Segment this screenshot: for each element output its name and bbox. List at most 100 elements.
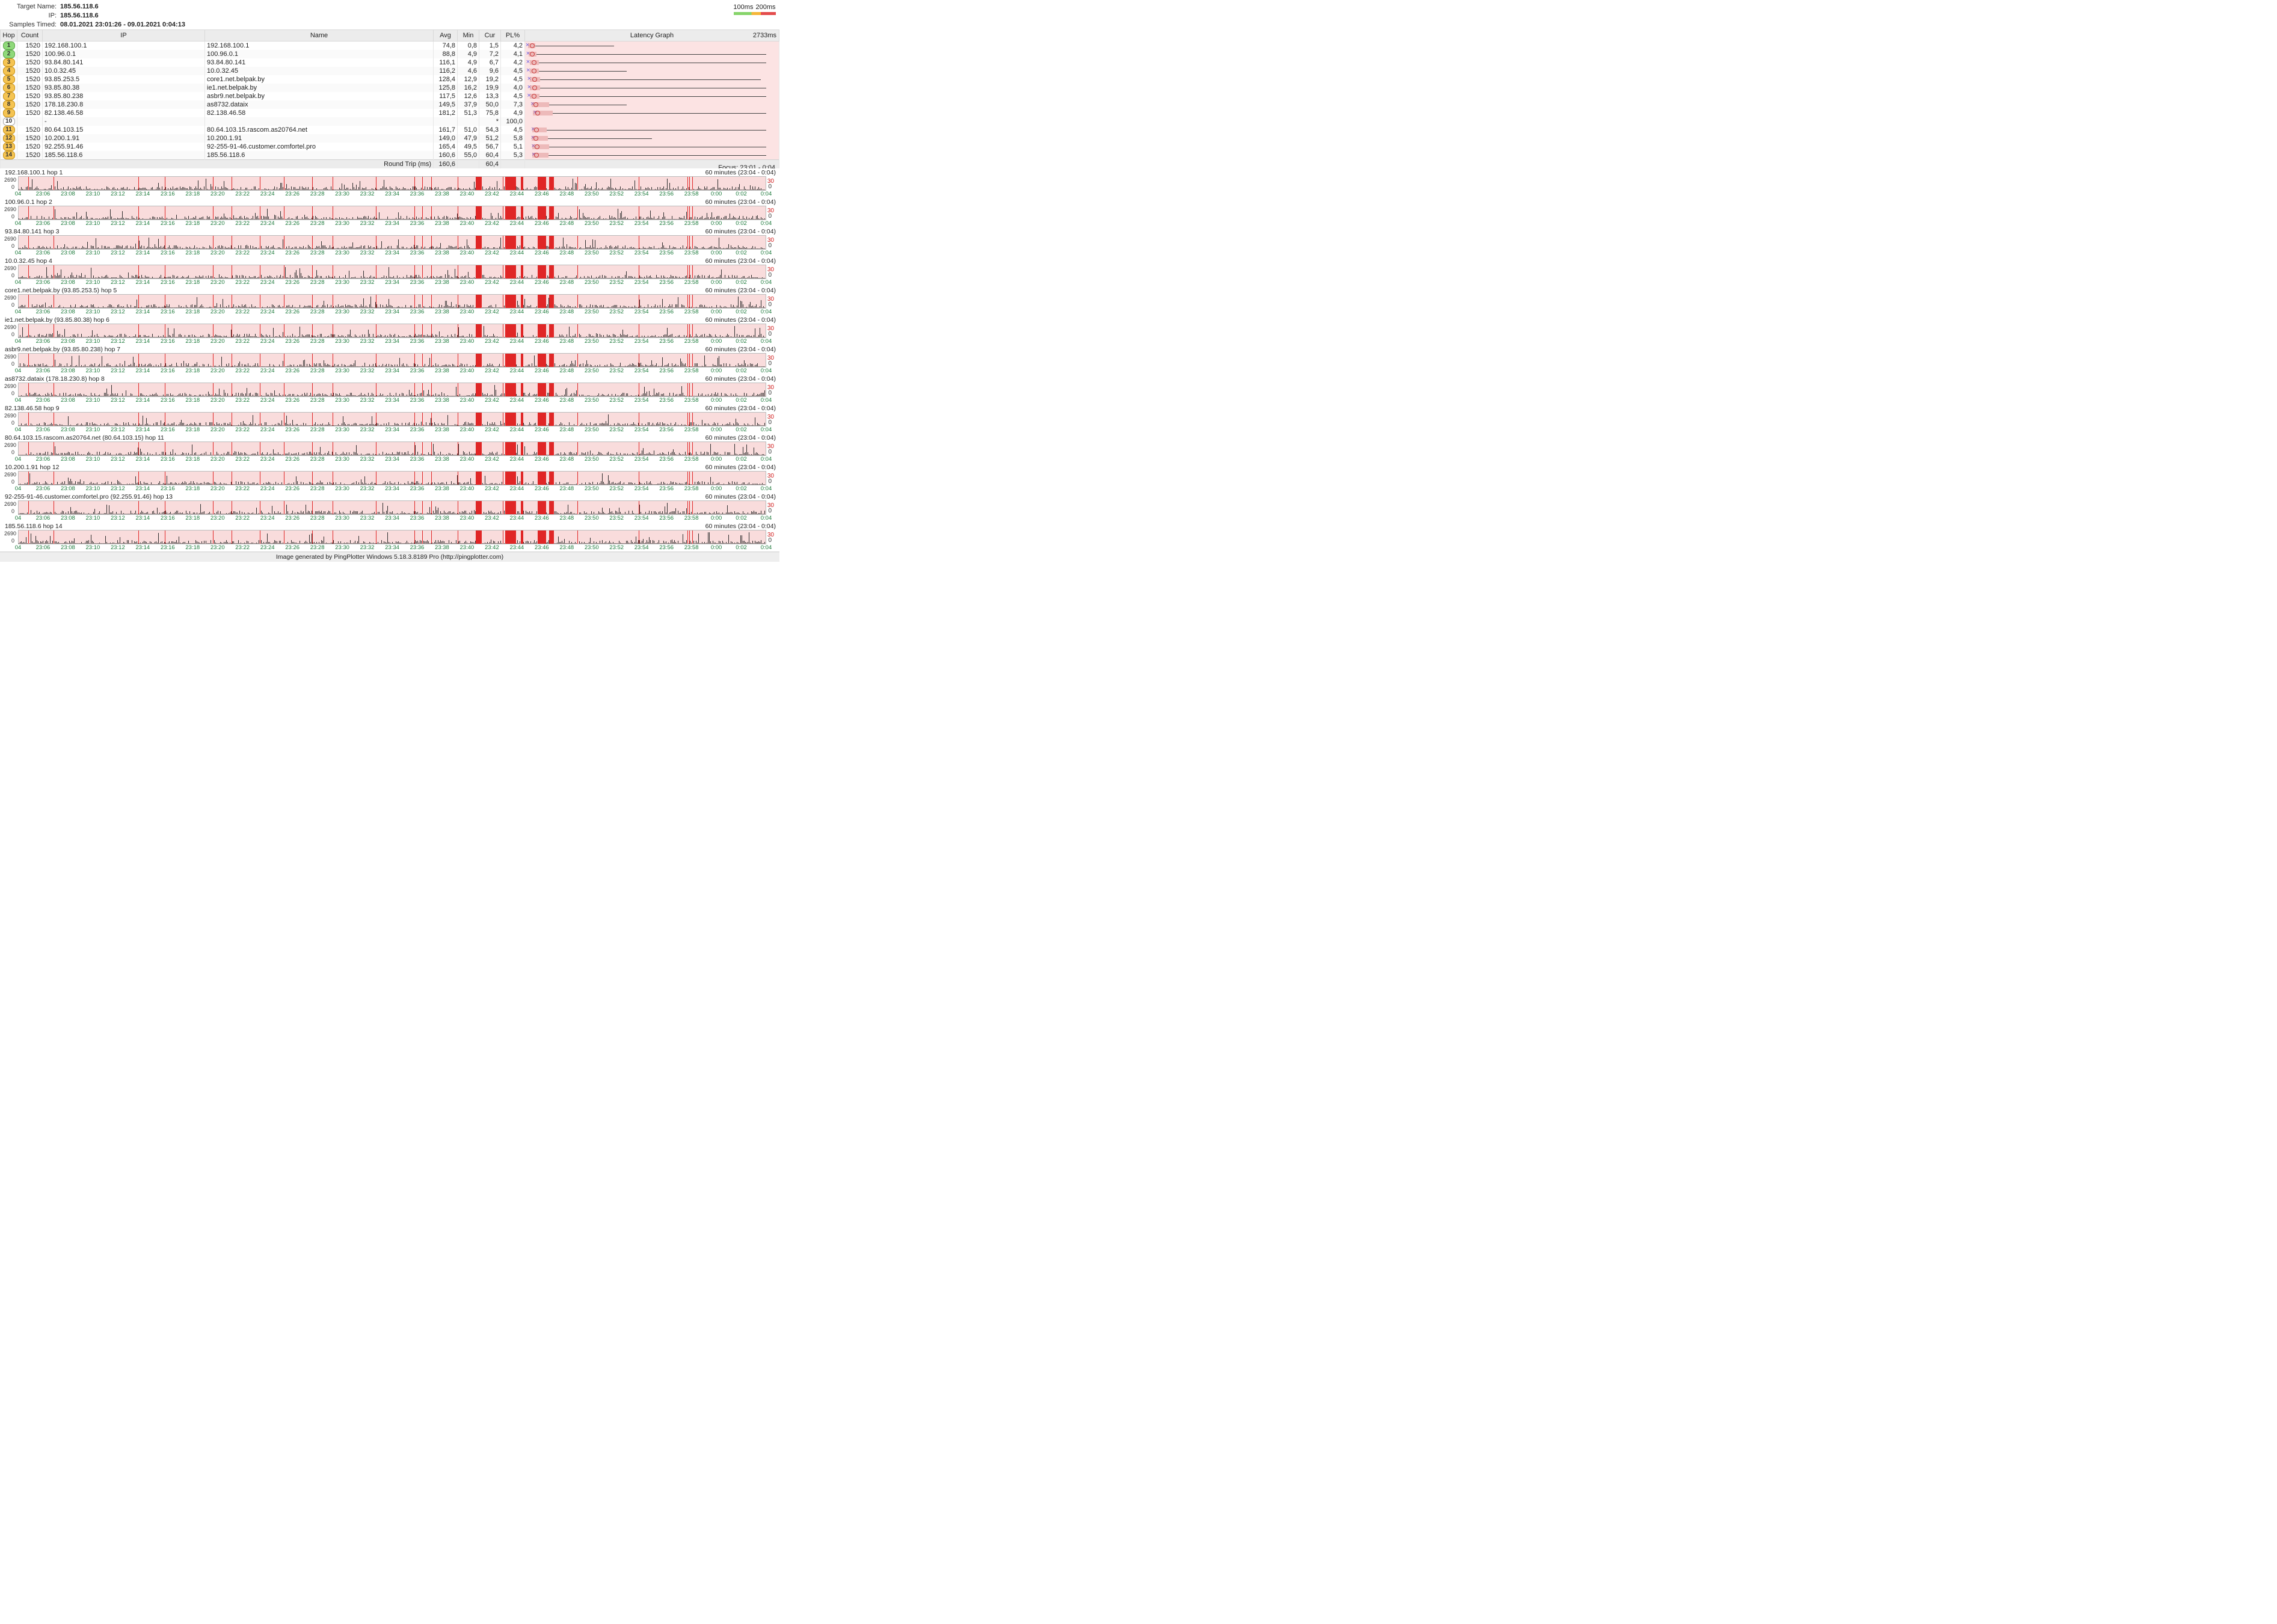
timeline-panels: 192.168.100.1 hop 160 minutes (23:04 - 0… [0,168,779,552]
col-latency[interactable]: Latency Graph 2733ms [525,30,779,42]
col-count[interactable]: Count [17,30,43,42]
x-tick: 23:12 [111,368,125,374]
x-tick: 23:14 [135,368,150,374]
panel-graph[interactable]: 26900300 [18,500,766,515]
panel-graph[interactable]: 26900300 [18,294,766,309]
x-axis: 0423:0623:0823:1023:1223:1423:1623:1823:… [18,368,766,375]
x-tick: 23:42 [485,279,499,286]
x-tick: 23:38 [435,191,449,197]
cell-ip: - [43,117,205,126]
x-tick: 23:58 [684,191,699,197]
table-row[interactable]: 5152093.85.253.5core1.net.belpak.by128,4… [1,75,779,84]
table-row[interactable]: 9152082.138.46.5882.138.46.58181,251,375… [1,109,779,117]
x-tick: 23:26 [285,309,300,315]
x-tick: 23:26 [285,250,300,256]
panel-graph[interactable]: 26900300 [18,176,766,191]
table-row[interactable]: 12152010.200.1.9110.200.1.91149,047,951,… [1,134,779,143]
x-axis: 0423:0623:0823:1023:1223:1423:1623:1823:… [18,456,766,463]
table-row[interactable]: 11152080.64.103.1580.64.103.15.rascom.as… [1,126,779,134]
col-name[interactable]: Name [205,30,434,42]
panel-graph[interactable]: 26900300 [18,353,766,368]
y-axis-right-bot: 0 [768,449,772,455]
table-row[interactable]: 141520185.56.118.6185.56.118.6160,655,06… [1,151,779,160]
panel-graph[interactable]: 26900300 [18,206,766,220]
latency-cell: × [525,151,779,160]
ip-value: 185.56.118.6 [60,11,99,20]
col-min[interactable]: Min [458,30,479,42]
x-axis: 0423:0623:0823:1023:1223:1423:1623:1823:… [18,220,766,227]
x-tick: 23:36 [410,515,425,521]
cell-name [205,117,434,126]
x-tick: 23:52 [609,338,624,345]
x-tick: 23:44 [509,191,524,197]
x-tick: 23:16 [161,220,175,227]
cell-cur: 75,8 [479,109,501,117]
cell-count: 1520 [17,100,43,109]
col-hop[interactable]: Hop [1,30,17,42]
x-tick: 23:10 [86,456,100,463]
x-tick: 23:52 [609,279,624,286]
table-row[interactable]: 7152093.85.80.238asbr9.net.belpak.by117,… [1,92,779,100]
table-row[interactable]: 4152010.0.32.4510.0.32.45116,24,69,64,5× [1,67,779,75]
y-axis-right-bot: 0 [768,390,772,396]
x-tick: 23:36 [410,368,425,374]
y-axis-right-bot: 0 [768,183,772,190]
x-tick: 23:12 [111,220,125,227]
latency-cell: × [525,143,779,151]
panel-graph[interactable]: 26900300 [18,235,766,250]
x-tick: 23:52 [609,426,624,433]
x-tick: 23:16 [161,515,175,521]
cell-ip: 192.168.100.1 [43,42,205,51]
x-tick: 23:32 [360,309,375,315]
col-cur[interactable]: Cur [479,30,501,42]
x-tick: 23:14 [135,426,150,433]
panel-graph[interactable]: 26900300 [18,383,766,397]
panel-graph[interactable]: 26900300 [18,265,766,279]
x-tick: 23:32 [360,338,375,345]
x-tick: 23:10 [86,338,100,345]
cell-name: asbr9.net.belpak.by [205,92,434,100]
x-tick: 23:44 [509,544,524,551]
latency-cell: × [525,126,779,134]
panel-graph[interactable]: 26900300 [18,530,766,544]
x-tick: 23:12 [111,456,125,463]
x-tick: 23:50 [585,309,599,315]
x-tick: 23:54 [635,515,649,521]
cell-cur: 51,2 [479,134,501,143]
x-tick: 23:20 [210,309,225,315]
panel-title: as8732.dataix (178.18.230.8) hop 8 [5,375,105,383]
table-row[interactable]: 3152093.84.80.14193.84.80.141116,14,96,7… [1,58,779,67]
col-ip[interactable]: IP [43,30,205,42]
cell-pl: 4,9 [501,109,525,117]
x-tick: 23:20 [210,220,225,227]
panel-graph[interactable]: 26900300 [18,412,766,426]
cell-avg: 116,2 [434,67,458,75]
table-row[interactable]: 10-*100,0 [1,117,779,126]
panel-graph[interactable]: 26900300 [18,324,766,338]
cell-ip: 93.85.253.5 [43,75,205,84]
x-tick: 23:30 [335,426,349,433]
x-tick: 23:40 [460,191,475,197]
col-pl[interactable]: PL% [501,30,525,42]
x-tick: 0:00 [711,485,722,492]
x-tick: 0:00 [711,368,722,374]
col-avg[interactable]: Avg [434,30,458,42]
table-row[interactable]: 6152093.85.80.38ie1.net.belpak.by125,816… [1,84,779,92]
cell-name: 80.64.103.15.rascom.as20764.net [205,126,434,134]
x-tick: 0:04 [761,515,772,521]
panel-graph[interactable]: 26900300 [18,471,766,485]
table-row[interactable]: 11520192.168.100.1192.168.100.174,80,81,… [1,42,779,51]
x-tick: 23:38 [435,338,449,345]
x-tick: 23:34 [385,220,399,227]
x-tick: 23:54 [635,368,649,374]
table-row[interactable]: 81520178.18.230.8as8732.dataix149,537,95… [1,100,779,109]
x-tick: 23:54 [635,220,649,227]
panel-graph[interactable]: 26900300 [18,441,766,456]
table-row[interactable]: 13152092.255.91.4692-255-91-46.customer.… [1,143,779,151]
x-tick: 23:34 [385,485,399,492]
panel-range: 60 minutes (23:04 - 0:04) [705,375,776,383]
cell-avg: 181,2 [434,109,458,117]
x-tick: 23:16 [161,426,175,433]
x-tick: 23:56 [659,368,674,374]
table-row[interactable]: 21520100.96.0.1100.96.0.188,84,97,24,1× [1,50,779,58]
